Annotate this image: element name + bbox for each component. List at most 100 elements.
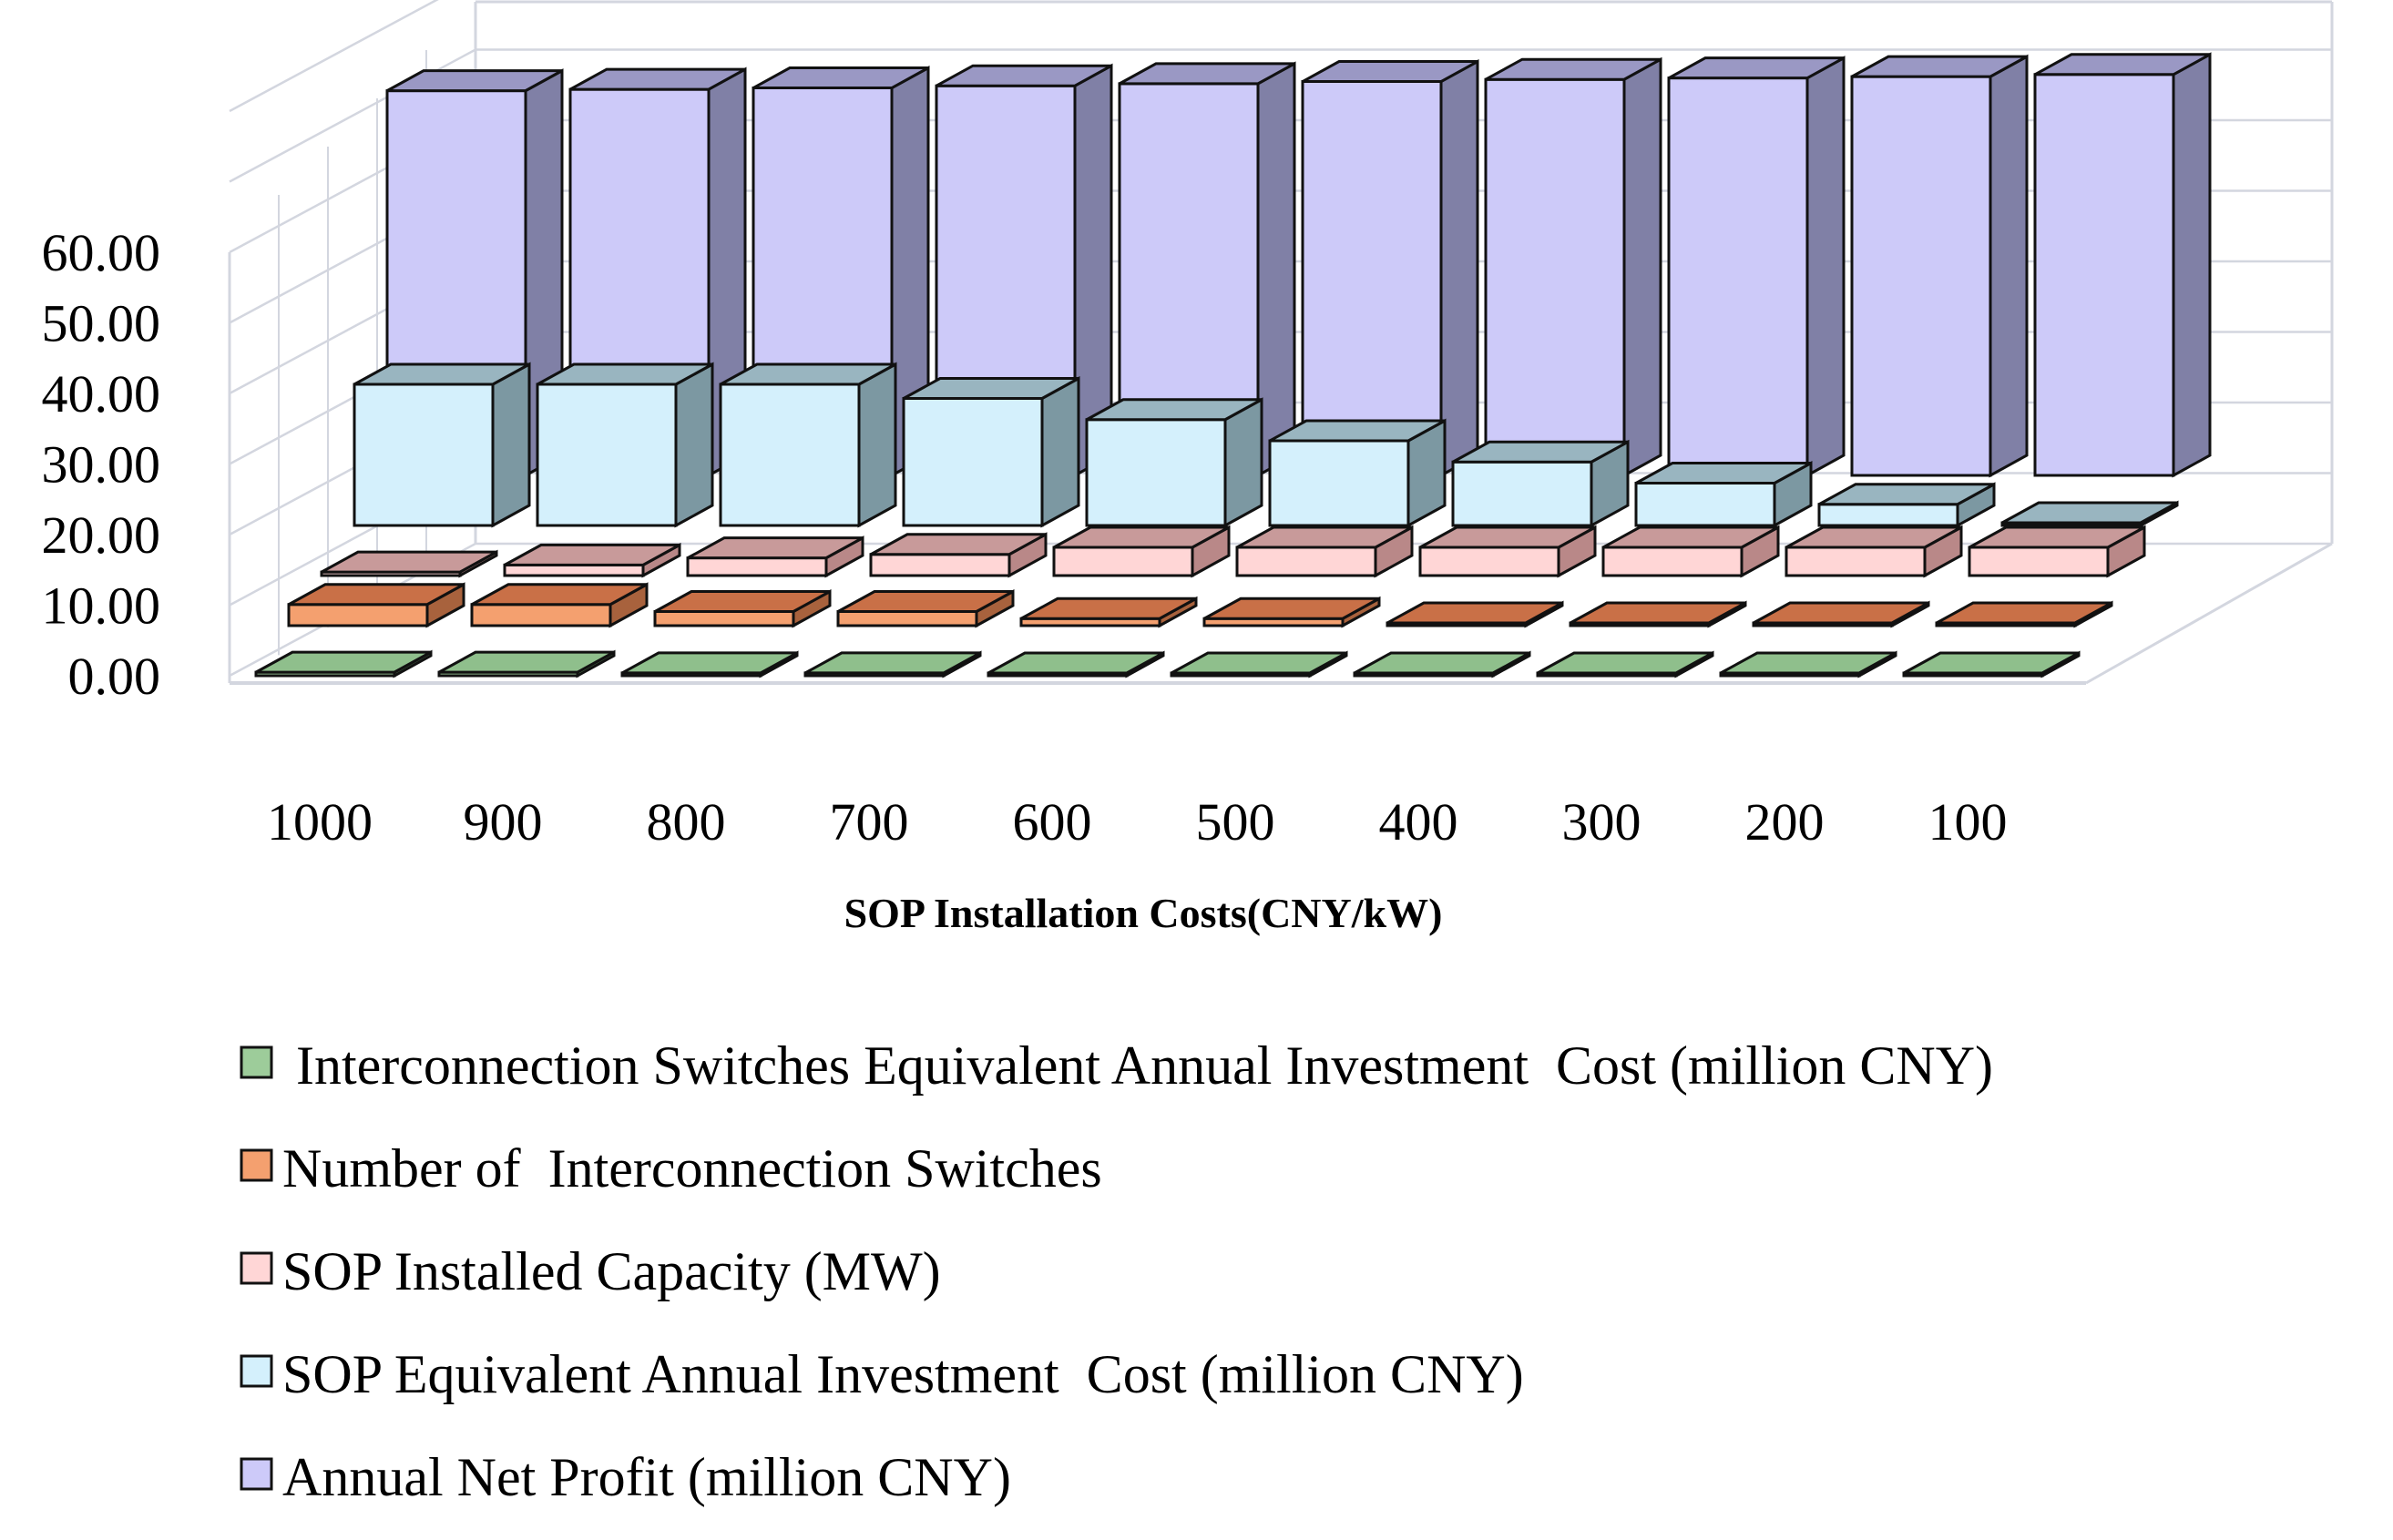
y-tick-label: 40.00: [42, 364, 161, 423]
bar-top: [1668, 56, 1845, 80]
bar-front: [836, 610, 978, 627]
bar: [1170, 650, 1348, 678]
legend-item: Annual Net Profit (million CNY): [240, 1447, 1011, 1507]
bar: [470, 582, 649, 628]
bar-front: [902, 397, 1044, 527]
bar-top: [255, 650, 432, 674]
bar-top: [1452, 440, 1629, 464]
bar-top: [1020, 597, 1197, 620]
bar-top: [1818, 483, 1995, 506]
bar: [320, 549, 498, 578]
bar-side: [1989, 54, 2029, 478]
bar-top: [1903, 651, 2080, 675]
bar-front: [536, 382, 678, 527]
y-tick-label: 60.00: [42, 223, 161, 282]
bar-front: [653, 610, 795, 627]
bar: [1301, 59, 1479, 478]
legend-item: SOP Installed Capacity (MW): [240, 1241, 941, 1301]
bar-top: [2001, 501, 2178, 525]
x-tick-label: 600: [1013, 792, 1092, 852]
bar-top: [2034, 53, 2211, 76]
bar-front: [470, 603, 612, 627]
bar: [1569, 600, 1747, 628]
bar: [1817, 482, 1996, 528]
bar-top: [569, 67, 746, 91]
bar-top: [987, 651, 1164, 675]
bar-top: [1236, 525, 1413, 549]
bar-top: [1171, 651, 1347, 675]
bar-front: [1451, 460, 1593, 527]
bar-side: [1805, 56, 1846, 478]
legend-item: Number of Interconnection Switches: [240, 1138, 1102, 1198]
bar-top: [504, 543, 680, 566]
legend: Interconnection Switches Equivalent Annu…: [240, 1035, 1993, 1507]
bar-top: [1602, 525, 1779, 549]
legend-swatch: [240, 1354, 273, 1388]
series-2: [320, 525, 2146, 578]
bar-front: [1601, 546, 1744, 577]
y-tick-label: 50.00: [42, 294, 161, 353]
x-axis-ticks: 1000 900 800 700 600 500 400 300 200 100: [267, 792, 2008, 852]
bar-top: [621, 651, 798, 675]
bar: [869, 532, 1048, 578]
bar-top: [1635, 462, 1812, 484]
bar-top: [903, 377, 1079, 400]
bar-top: [1354, 651, 1530, 675]
bar-top: [1936, 601, 2112, 625]
bar-front: [287, 603, 429, 627]
bar: [536, 362, 714, 528]
bar: [902, 375, 1080, 528]
bar: [1536, 650, 1714, 678]
bar-front: [1484, 77, 1626, 477]
bar-top: [1753, 601, 1929, 625]
bar: [803, 650, 982, 678]
bar: [653, 588, 832, 628]
bar-front: [1418, 546, 1560, 577]
bar-side: [2172, 52, 2212, 478]
bar-side: [491, 362, 531, 528]
legend-item: Interconnection Switches Equivalent Annu…: [240, 1035, 1993, 1096]
bar: [437, 649, 616, 678]
bar: [2033, 52, 2212, 478]
bar-top: [321, 550, 497, 574]
bar: [1968, 525, 2146, 578]
bar: [1052, 525, 1231, 578]
bar-front: [1968, 546, 2110, 577]
legend-label: SOP Equivalent Annual Investment Cost (m…: [282, 1344, 1524, 1404]
bar: [836, 588, 1015, 628]
bar: [1667, 56, 1846, 478]
bar: [1268, 418, 1447, 528]
bar: [1902, 650, 2081, 678]
bar-top: [870, 533, 1047, 556]
bar-top: [1119, 62, 1295, 86]
bar-top: [1537, 651, 1713, 675]
bar-side: [1223, 397, 1263, 528]
bar-side: [674, 362, 714, 528]
legend-label: Number of Interconnection Switches: [282, 1138, 1102, 1198]
bar: [1202, 596, 1381, 628]
chart-bars: [254, 52, 2212, 678]
bar-top: [438, 650, 615, 674]
bar-top: [1086, 398, 1263, 422]
bar-front: [2033, 73, 2175, 477]
x-axis-title: SOP Installation Costs(CNY/kW): [844, 890, 1443, 936]
bar: [1752, 600, 1930, 628]
y-axis-ticks: 0.00 10.00 20.00 30.00 40.00 50.00 60.00: [42, 223, 161, 706]
bar: [1601, 525, 1780, 578]
bar-top: [1302, 60, 1478, 84]
x-tick-label: 200: [1745, 792, 1825, 852]
bar: [1019, 596, 1198, 628]
x-tick-label: 100: [1928, 792, 2008, 852]
series-3: [353, 362, 2179, 528]
x-tick-label: 800: [647, 792, 726, 852]
legend-label: Interconnection Switches Equivalent Annu…: [282, 1035, 1993, 1096]
bar-front: [1085, 418, 1227, 527]
bar: [1085, 397, 1263, 528]
bar-top: [804, 651, 981, 675]
legend-swatch: [240, 1251, 273, 1285]
bar-front: [1817, 503, 1959, 527]
bar: [1484, 56, 1662, 478]
x-tick-label: 500: [1196, 792, 1275, 852]
x-tick-label: 1000: [267, 792, 373, 852]
bar-top: [687, 536, 864, 560]
